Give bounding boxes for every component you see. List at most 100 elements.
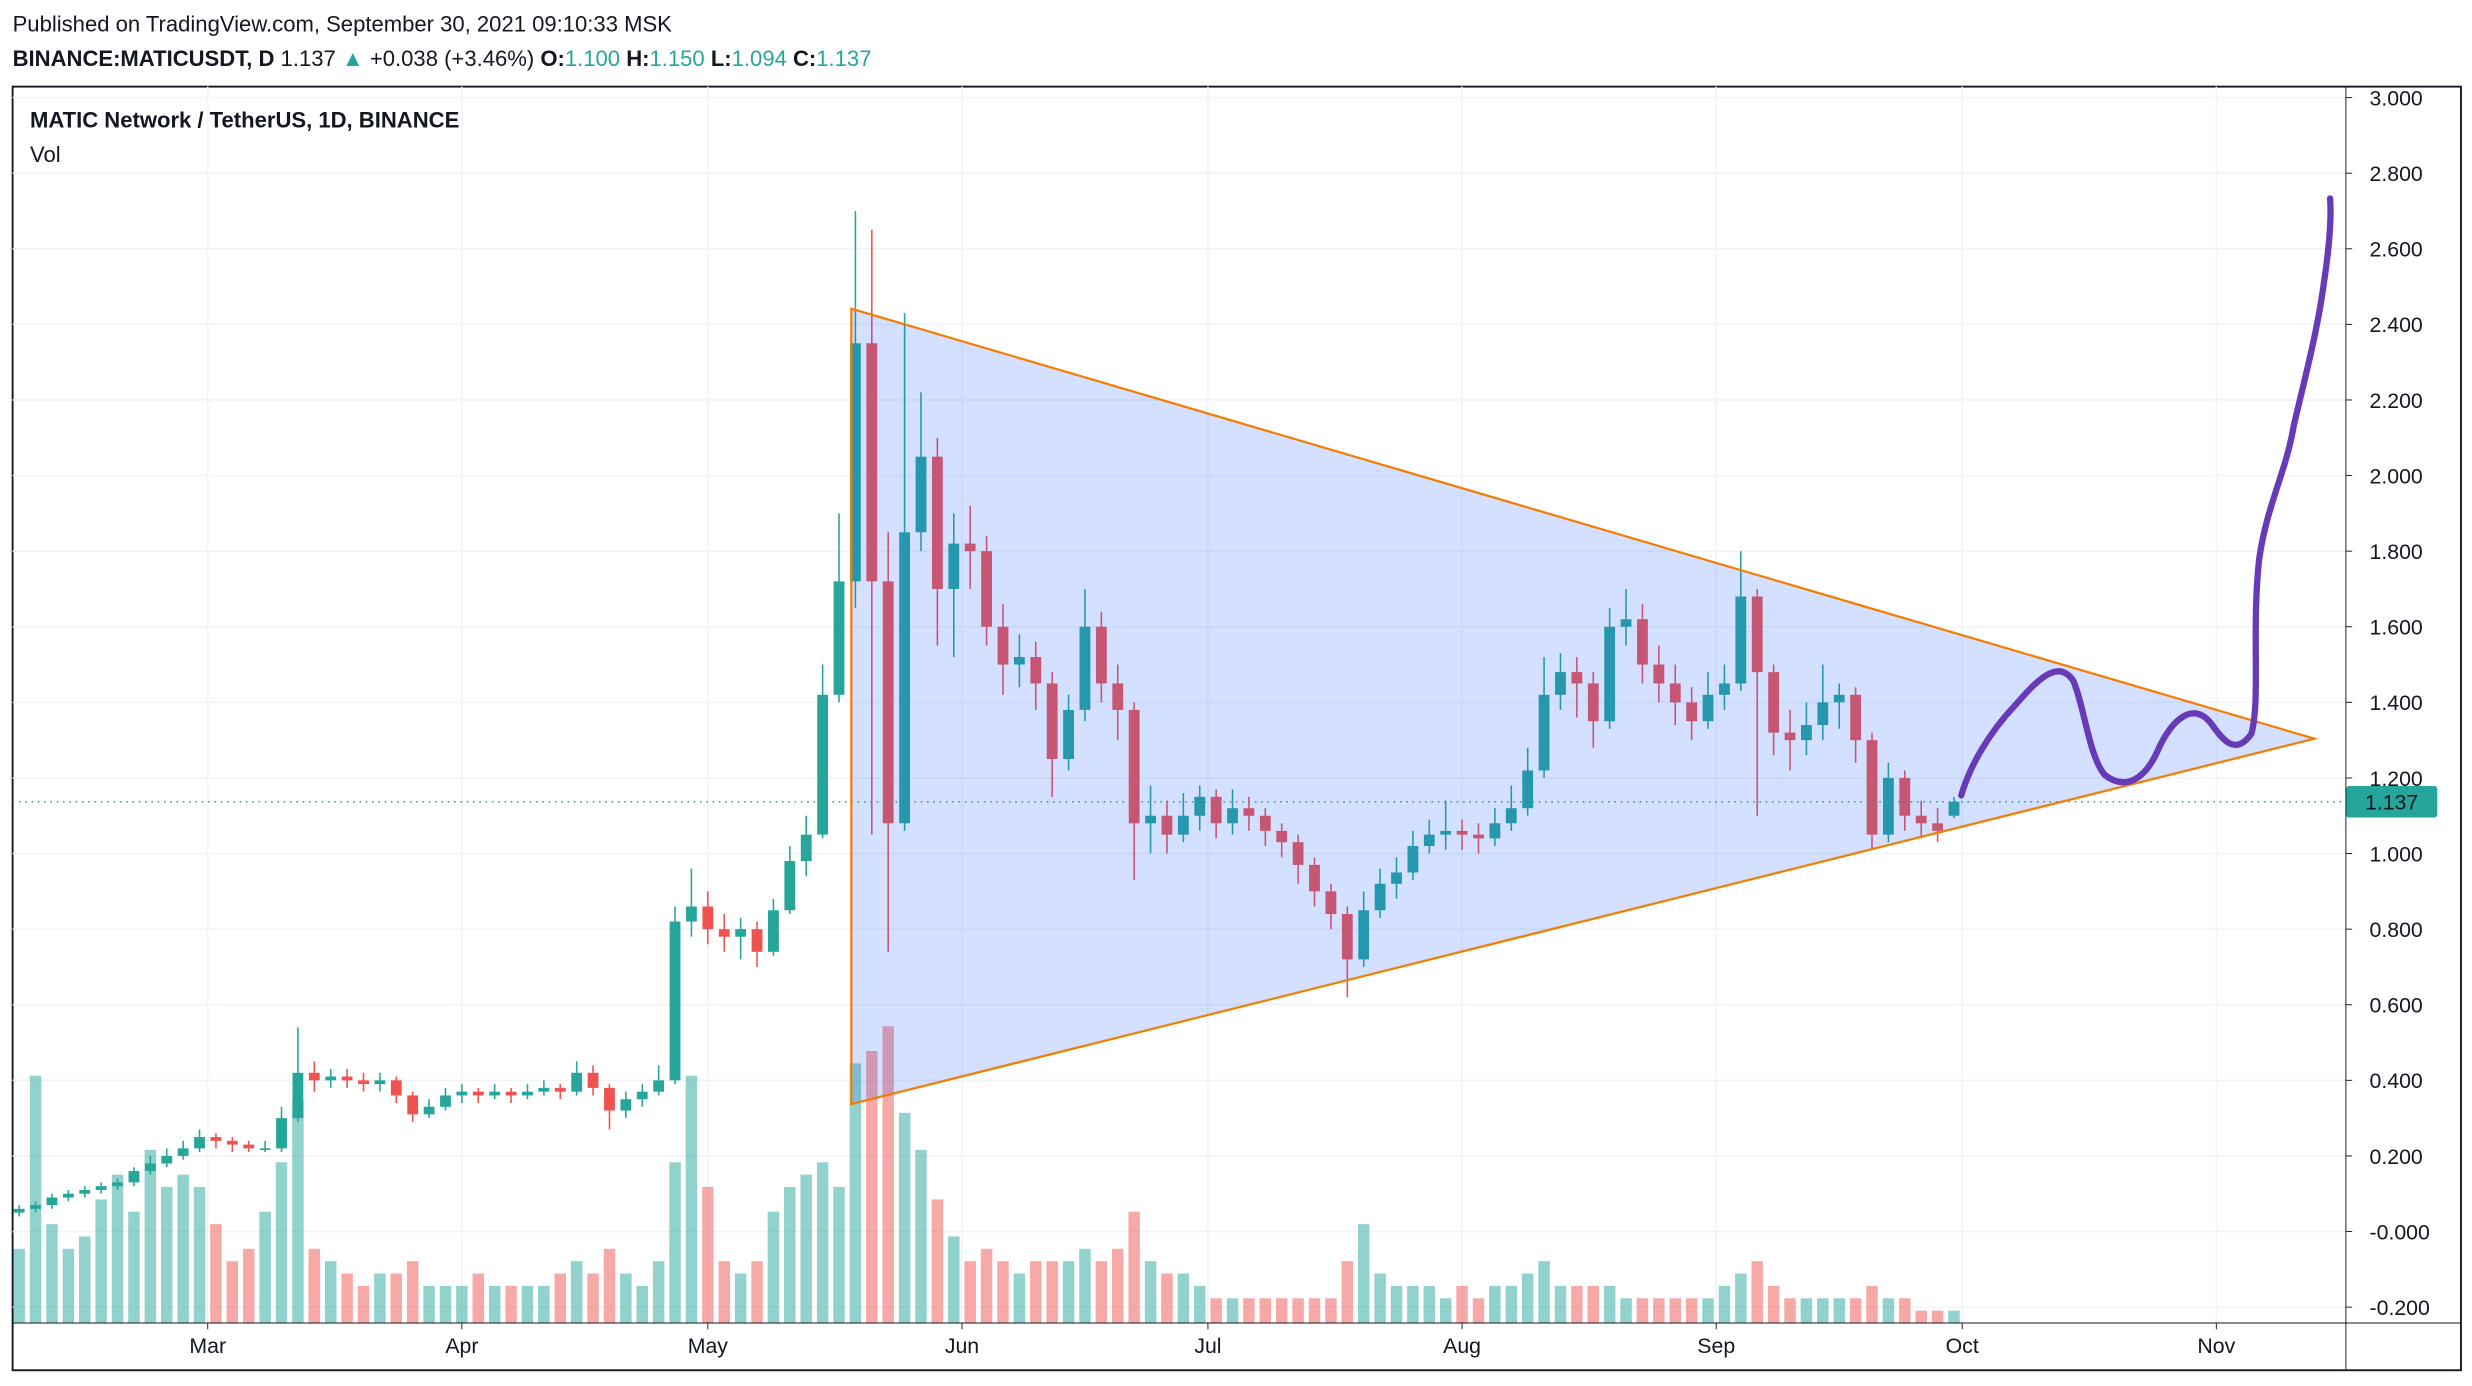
candle-body: [308, 1072, 320, 1081]
candle-body: [964, 543, 976, 552]
candle-body: [13, 1208, 25, 1213]
volume-bar: [816, 1162, 829, 1323]
volume-bar: [1390, 1285, 1403, 1323]
volume-bar: [79, 1236, 91, 1323]
volume-bar: [488, 1285, 501, 1323]
candle-body: [112, 1182, 123, 1187]
candle-body: [1620, 619, 1632, 627]
volume-bar: [603, 1248, 616, 1323]
candle-body: [1522, 770, 1534, 809]
volume-bar: [406, 1261, 419, 1323]
candle-body: [882, 581, 894, 824]
candle-body: [456, 1091, 468, 1096]
volume-bar: [1472, 1298, 1485, 1323]
x-tick-label: Oct: [1946, 1334, 1979, 1358]
candle-body: [1456, 830, 1468, 835]
volume-bar: [1374, 1273, 1386, 1323]
y-tick-label: -0.000: [2370, 1220, 2430, 1244]
candle-body: [505, 1091, 517, 1096]
volume-bar: [62, 1248, 75, 1323]
volume-bar: [259, 1211, 271, 1323]
volume-bar: [1521, 1273, 1534, 1323]
volume-bar: [1931, 1310, 1944, 1323]
candle-body: [1538, 694, 1550, 771]
volume-bar: [833, 1186, 845, 1323]
candle-body: [1751, 596, 1763, 673]
volume-bar: [505, 1285, 517, 1323]
candle-body: [1653, 664, 1665, 684]
candle-body: [686, 906, 697, 922]
volume-bar: [324, 1261, 337, 1323]
volume-bar: [1915, 1310, 1927, 1323]
candle-body: [1948, 801, 1960, 816]
volume-bar: [1013, 1273, 1026, 1323]
candle-body: [1473, 834, 1484, 839]
candle-body: [423, 1106, 435, 1115]
volume-bar: [1243, 1298, 1255, 1323]
volume-bar: [1882, 1298, 1895, 1323]
volume-bar: [1308, 1298, 1321, 1323]
candle-body: [1735, 596, 1747, 684]
candle-body: [259, 1148, 271, 1150]
volume-bar: [1948, 1310, 1960, 1323]
volume-bar: [1325, 1298, 1337, 1323]
candle-body: [653, 1080, 665, 1092]
candle-body: [1505, 808, 1517, 824]
candle-body: [1079, 626, 1091, 710]
volume-bar: [685, 1075, 698, 1323]
volume-bar: [800, 1174, 812, 1323]
candle-body: [1063, 709, 1074, 760]
up-arrow: ▲: [342, 46, 364, 71]
candle-body: [30, 1205, 41, 1209]
volume-bar: [1128, 1211, 1140, 1323]
candle-body: [768, 910, 779, 952]
volume-bar: [1407, 1285, 1419, 1323]
y-tick-label: 2.400: [2370, 313, 2423, 337]
y-tick-label: 2.000: [2370, 464, 2423, 488]
volume-bar: [652, 1261, 665, 1323]
volume-bar: [1899, 1298, 1911, 1323]
volume-bar: [46, 1224, 58, 1323]
candle-body: [1801, 725, 1812, 741]
candle-body: [1817, 702, 1829, 726]
volume-bar: [1735, 1273, 1747, 1323]
volume-bar: [1866, 1285, 1878, 1323]
volume-bar: [29, 1075, 42, 1323]
volume-bar: [1538, 1261, 1550, 1323]
volume-bar: [423, 1285, 435, 1323]
volume-bar: [636, 1285, 648, 1323]
candle-body: [1095, 626, 1107, 684]
candle-body: [161, 1155, 173, 1164]
last-price-box: [2345, 786, 2438, 818]
candle-body: [833, 581, 845, 695]
volume-bar: [1571, 1285, 1583, 1323]
volume-bar: [210, 1224, 222, 1323]
volume-bar: [1751, 1261, 1763, 1323]
x-tick-label: Nov: [2197, 1334, 2235, 1358]
volume-bar: [915, 1149, 927, 1323]
candle-body: [276, 1118, 287, 1149]
high-label: H:: [626, 46, 649, 71]
chart-frame: [11, 85, 2462, 1372]
volume-bar: [1095, 1261, 1108, 1323]
volume-bar: [1505, 1285, 1518, 1323]
volume-bar: [292, 1100, 304, 1323]
volume-bar: [964, 1261, 976, 1323]
volume-bar: [1062, 1261, 1075, 1323]
candle-body: [144, 1163, 156, 1172]
candle-body: [1374, 883, 1386, 911]
low-value: 1.094: [732, 46, 787, 71]
x-tick-label: Jun: [945, 1334, 979, 1358]
y-tick-label: -0.200: [2370, 1296, 2430, 1320]
volume-bar: [374, 1273, 386, 1323]
candle-body: [79, 1189, 91, 1194]
candle-body: [194, 1137, 205, 1149]
candle-body: [489, 1091, 501, 1096]
volume-bar: [242, 1248, 255, 1323]
volume-bar: [1817, 1298, 1829, 1323]
candle-body: [1882, 777, 1894, 835]
candle-body: [915, 456, 927, 533]
volume-bar: [620, 1273, 632, 1323]
y-tick-label: 1.200: [2370, 767, 2423, 791]
candle-body: [226, 1140, 238, 1145]
